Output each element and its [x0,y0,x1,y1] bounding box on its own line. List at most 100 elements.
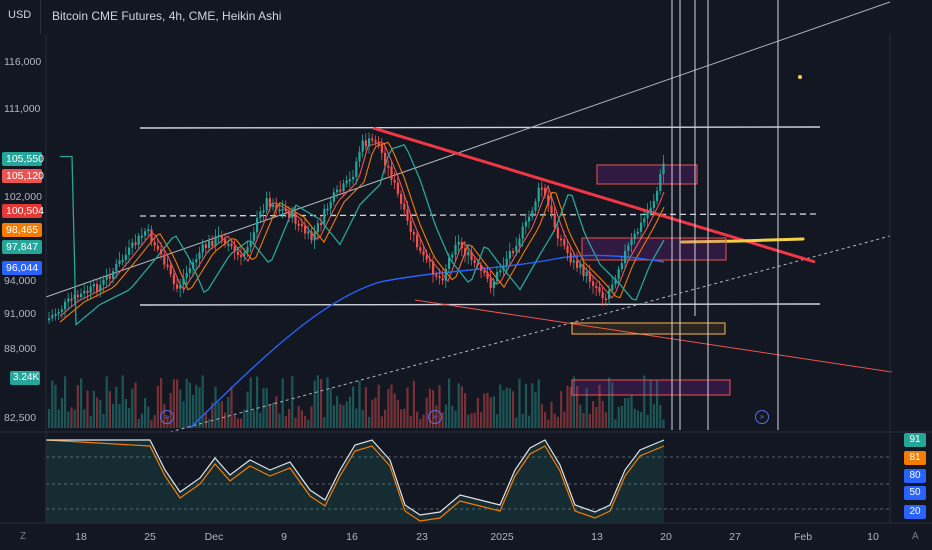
volume-bar [371,399,374,428]
volume-bar [201,375,204,428]
candle-body [384,152,387,166]
volume-bar [451,405,454,428]
candle-body [80,293,83,298]
candle-body [262,210,265,213]
volume-bar [358,381,361,428]
volume-bar [294,417,297,428]
price-label: 102,000 [4,191,42,203]
time-label: 16 [346,531,358,543]
candle-body [288,211,291,218]
price-label: 94,000 [4,275,37,287]
volume-bar [441,412,444,428]
candle-body [598,286,601,293]
volume-bar [48,409,51,428]
volume-bar [230,386,233,428]
volume-bar [288,409,291,428]
candle-body [320,223,323,226]
volume-bar [339,404,342,428]
symbol-title[interactable]: Bitcoin CME Futures, 4h, CME, Heikin Ash… [52,9,282,23]
volume-bar [476,398,479,428]
candle-body [534,201,537,211]
volume-bar [470,413,473,428]
price-badge: 98,465 [2,223,42,237]
volume-bar [528,415,531,428]
candle-body [508,251,511,259]
volume-bar [54,384,57,428]
volume-bar [249,377,252,428]
volume-bar [368,416,371,428]
time-label: 23 [416,531,428,543]
osc-badge: 91 [904,433,926,447]
ascending-trend-line [45,1,891,298]
candle-body [60,309,63,312]
volume-bar [214,386,217,428]
price-axis[interactable]: 116,000 111,000 102,000 94,000 91,000 88… [0,34,46,550]
volume-bar [547,419,550,428]
fast-forward-circle-icon[interactable]: » [755,410,769,424]
volume-bar [70,407,73,428]
volume-bar [492,396,495,428]
candle-body [163,254,166,265]
volume-bar [620,405,623,428]
volume-bar [220,401,223,428]
volume-bar [508,388,511,428]
candle-body [512,251,515,254]
volume-bar [419,418,422,428]
candle-body [448,257,451,269]
candle-body [345,180,348,184]
volume-bar [332,405,335,428]
candle-body [473,260,476,264]
volume-bar [160,378,163,428]
volume-bar [387,388,390,428]
candle-body [592,281,595,286]
volume-bar [240,418,243,428]
time-label: 25 [144,531,156,543]
candle-body [140,235,143,238]
time-label: 27 [729,531,741,543]
auto-scale-icon[interactable]: A [912,531,919,542]
volume-bar [496,414,499,428]
candle-body [339,189,342,192]
candle-body [476,263,479,266]
volume-bar [534,392,537,428]
volume-bar [457,383,460,428]
zone-box-4 [571,379,731,396]
volume-bar [595,406,598,428]
volume-bar [473,412,476,428]
candle-body [595,285,598,288]
dotted-trend-line [169,235,891,433]
candle-body [275,204,278,210]
volume-bar [556,416,559,428]
volume-bar [428,388,431,428]
header-divider [40,0,41,34]
candle-body [115,263,118,272]
volume-bar [115,386,118,428]
candle-body [387,165,390,168]
volume-bar [444,404,447,428]
candle-body [524,221,527,227]
volume-bar [662,419,665,428]
fast-forward-circle-icon[interactable]: » [428,410,442,424]
candle-body [342,183,345,192]
osc-fill [46,440,664,523]
volume-bar [195,384,198,428]
volume-bar [233,415,236,428]
candle-body [403,203,406,210]
candle-body [435,274,438,277]
volume-bar [83,409,86,428]
price-label: 82,500 [4,412,37,424]
candle-body [83,290,86,294]
candle-body [412,232,415,235]
volume-bar [128,408,131,428]
candle-body [297,223,300,226]
volume-bar [153,415,156,428]
zoom-icon[interactable]: Z [20,531,27,542]
volume-bar [486,392,489,428]
currency-label[interactable]: USD [8,9,32,21]
candle-body [137,235,140,245]
fast-forward-circle-icon[interactable]: » [160,410,174,424]
volume-bar [432,390,435,428]
volume-bar [598,384,601,428]
volume-bar [352,386,355,428]
